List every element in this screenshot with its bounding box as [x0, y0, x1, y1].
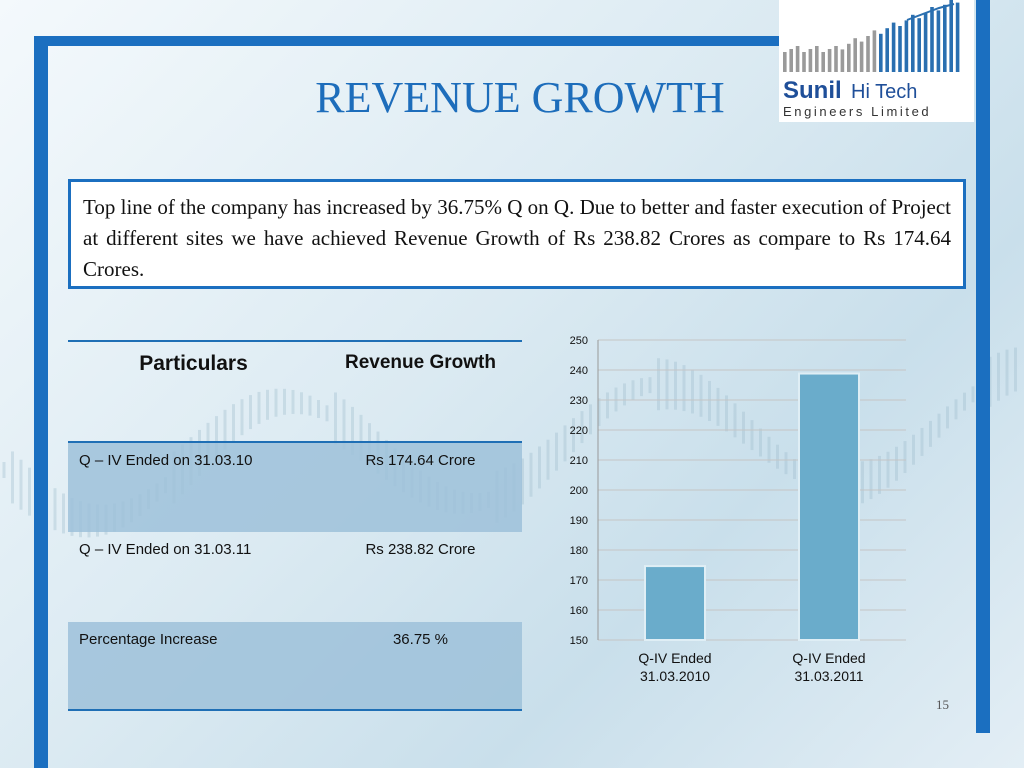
y-tick-label: 170 — [570, 575, 588, 587]
y-tick-label: 200 — [570, 485, 588, 497]
table-cell-value: Rs 174.64 Crore — [365, 452, 476, 469]
x-category-label: 31.03.2010 — [640, 668, 710, 684]
x-category-label: Q-IV Ended — [638, 650, 711, 666]
y-tick-label: 180 — [570, 545, 588, 557]
revenue-table: Particulars Revenue Growth Q – IV Ended … — [68, 340, 522, 711]
table-header-row: Particulars Revenue Growth — [68, 341, 522, 442]
table-row: Q – IV Ended on 31.03.10 Rs 174.64 Crore — [68, 442, 522, 532]
frame-right-bar — [976, 0, 990, 733]
table-row: Q – IV Ended on 31.03.11 Rs 238.82 Crore — [68, 532, 522, 622]
table-cell-value: 36.75 % — [392, 631, 449, 648]
company-logo: Sunil Hi Tech Engineers Limited — [779, 0, 974, 122]
table-cell-value: Rs 238.82 Crore — [365, 541, 476, 558]
y-tick-label: 190 — [570, 515, 588, 527]
table-header-particulars: Particulars — [139, 352, 248, 375]
y-tick-label: 250 — [570, 335, 588, 347]
table-cell-particular: Q – IV Ended on 31.03.10 — [79, 452, 253, 469]
logo-text-subtitle: Engineers Limited — [783, 104, 931, 119]
x-category-label: 31.03.2011 — [794, 668, 863, 684]
revenue-bar-chart: 150 160 170 180 190 200 210 220 230 240 250 Q-IV En… — [570, 335, 906, 684]
y-tick-label: 240 — [570, 365, 588, 377]
frame-top-bar — [34, 36, 779, 46]
frame-left-bar — [34, 36, 48, 768]
x-category-label: Q-IV Ended — [792, 650, 865, 666]
logo-skyline-icon — [783, 0, 960, 73]
table-header-revenue-growth: Revenue Growth — [345, 352, 496, 373]
table-row: Percentage Increase 36.75 % — [68, 622, 522, 710]
chart-bar — [644, 565, 706, 641]
table-cell-particular: Percentage Increase — [79, 631, 218, 648]
y-tick-label: 160 — [570, 605, 588, 617]
chart-bar — [798, 372, 860, 641]
page-number: 15 — [936, 697, 949, 712]
logo-text-rest: Hi Tech — [851, 81, 917, 103]
y-tick-label: 150 — [570, 635, 588, 647]
y-tick-label: 210 — [570, 455, 588, 467]
logo-text-bold: Sunil — [783, 77, 842, 104]
slide-title: REVENUE GROWTH — [315, 73, 725, 122]
table-cell-particular: Q – IV Ended on 31.03.11 — [79, 541, 252, 558]
y-tick-label: 220 — [570, 425, 588, 437]
summary-box: Top line of the company has increased by… — [68, 179, 966, 289]
y-tick-label: 230 — [570, 395, 588, 407]
summary-text: Top line of the company has increased by… — [83, 195, 952, 281]
